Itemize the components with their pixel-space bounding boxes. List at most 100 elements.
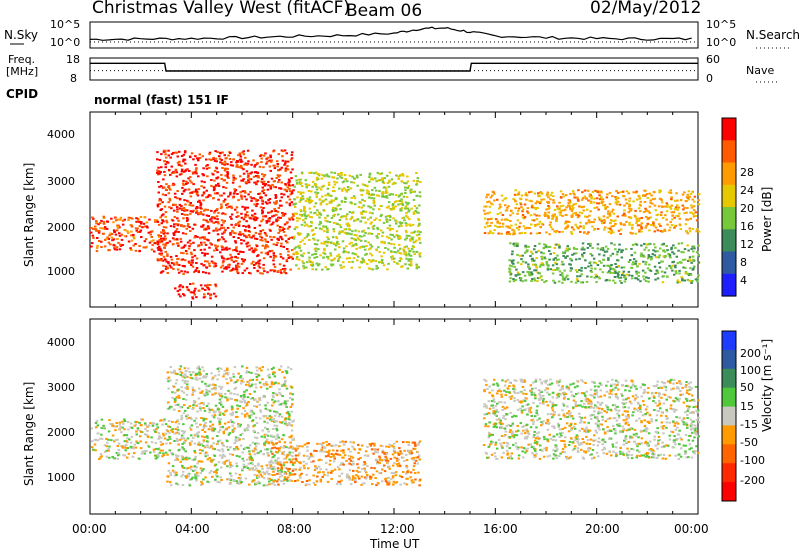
heatmap-cell: [118, 248, 122, 251]
heatmap-cell: [403, 182, 406, 185]
heatmap-cell: [694, 214, 698, 217]
heatmap-cell: [596, 247, 600, 250]
heatmap-cell: [342, 251, 345, 254]
heatmap-cell: [174, 230, 178, 233]
heatmap-cell: [647, 249, 651, 252]
heatmap-cell: [339, 175, 342, 178]
heatmap-cell: [221, 448, 224, 451]
heatmap-cell: [631, 243, 635, 246]
heatmap-cell: [195, 267, 199, 269]
heatmap-cell: [341, 188, 344, 191]
heatmap-cell: [368, 172, 372, 175]
heatmap-cell: [236, 393, 239, 396]
heatmap-cell: [375, 264, 378, 267]
heatmap-cell: [189, 443, 192, 446]
heatmap-cell: [91, 440, 94, 443]
heatmap-cell: [558, 207, 561, 210]
heatmap-cell: [677, 242, 681, 245]
heatmap-cell: [247, 425, 250, 428]
heatmap-cell: [609, 254, 612, 257]
heatmap-cell: [409, 254, 413, 257]
heatmap-cell: [337, 258, 340, 260]
heatmap-cell: [251, 458, 254, 461]
heatmap-cell: [165, 183, 168, 186]
heatmap-cell: [130, 224, 133, 227]
heatmap-cell: [205, 435, 209, 438]
heatmap-cell: [203, 375, 206, 378]
heatmap-cell: [624, 278, 627, 281]
heatmap-cell: [535, 266, 538, 269]
heatmap-cell: [369, 243, 372, 246]
heatmap-cell: [159, 436, 163, 439]
heatmap-cell: [211, 437, 214, 440]
heatmap-cell: [581, 197, 585, 199]
heatmap-cell: [686, 278, 690, 281]
heatmap-cell: [164, 226, 168, 229]
heatmap-cell: [290, 385, 293, 388]
heatmap-cell: [183, 373, 187, 376]
heatmap-cell: [260, 236, 264, 239]
heatmap-cell: [292, 447, 295, 450]
heatmap-cell: [163, 246, 166, 249]
heatmap-cell: [333, 180, 336, 183]
heatmap-cell: [205, 373, 208, 376]
heatmap-cell: [152, 448, 156, 451]
heatmap-cell: [96, 237, 99, 239]
heatmap-cell: [313, 184, 317, 186]
heatmap-cell: [609, 268, 612, 270]
heatmap-cell: [385, 220, 389, 223]
heatmap-cell: [250, 236, 253, 239]
heatmap-cell: [176, 217, 179, 220]
heatmap-cell: [241, 179, 245, 182]
heatmap-cell: [289, 268, 292, 271]
heatmap-cell: [207, 215, 210, 217]
heatmap-cell: [181, 458, 184, 461]
heatmap-cell: [278, 174, 282, 177]
freq-unit-label: [MHz]: [6, 65, 39, 78]
heatmap-cell: [359, 239, 363, 242]
heatmap-cell: [201, 376, 205, 379]
heatmap-cell: [270, 381, 274, 384]
heatmap-cell: [136, 427, 140, 430]
heatmap-cell: [262, 263, 265, 266]
heatmap-cell: [355, 259, 359, 262]
heatmap-cell: [547, 250, 551, 252]
heatmap-cell: [320, 228, 324, 231]
heatmap-cell: [185, 415, 188, 418]
heatmap-cell: [270, 420, 274, 422]
heatmap-cell: [182, 412, 186, 415]
heatmap-cell: [135, 229, 138, 232]
heatmap-cell: [391, 183, 395, 186]
heatmap-cell: [186, 218, 189, 221]
heatmap-cell: [211, 475, 214, 478]
heatmap-cell: [549, 268, 552, 271]
heatmap-cell: [191, 261, 194, 264]
heatmap-cell: [647, 243, 651, 246]
heatmap-cell: [100, 240, 103, 243]
heatmap-cell: [164, 153, 167, 156]
heatmap-cell: [203, 394, 207, 397]
heatmap-cell: [236, 211, 239, 214]
heatmap-cell: [159, 249, 162, 252]
heatmap-cell: [191, 389, 195, 391]
heatmap-cell: [278, 263, 282, 266]
heatmap-cell: [602, 218, 606, 221]
heatmap-cell: [226, 226, 230, 229]
heatmap-cell: [587, 199, 590, 202]
heatmap-cell: [255, 400, 259, 403]
heatmap-cell: [688, 256, 692, 259]
heatmap-cell: [399, 202, 402, 205]
heatmap-cell: [213, 249, 216, 252]
heatmap-cell: [256, 269, 259, 272]
heatmap-cell: [281, 268, 285, 270]
heatmap-cell: [199, 472, 202, 475]
heatmap-cell: [127, 428, 130, 431]
velocity-cbar-tick: 50: [740, 381, 754, 394]
heatmap-cell: [256, 369, 259, 372]
heatmap-cell: [697, 230, 701, 233]
heatmap-cell: [311, 455, 315, 458]
heatmap-cell: [165, 260, 168, 263]
heatmap-cell: [326, 231, 329, 234]
heatmap-cell: [352, 441, 355, 444]
heatmap-cell: [569, 267, 573, 270]
